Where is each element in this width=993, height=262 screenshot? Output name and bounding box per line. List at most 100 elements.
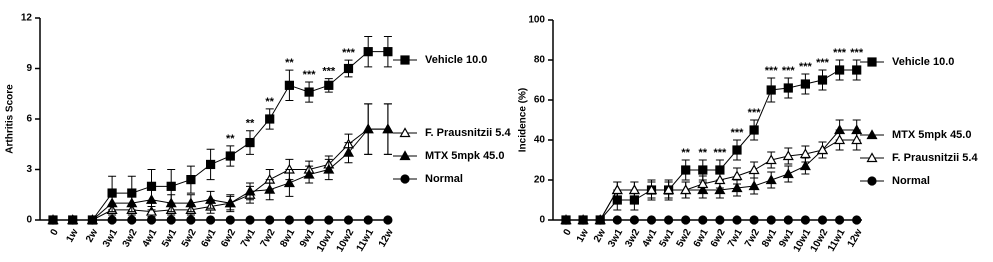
- marker-circle: [867, 176, 877, 186]
- x-tick-label: 10w1: [315, 227, 337, 254]
- marker-square: [383, 47, 393, 57]
- marker-circle: [383, 215, 393, 225]
- marker-circle: [343, 215, 354, 225]
- marker-circle: [146, 215, 157, 225]
- x-tick-label: 5w1: [160, 227, 179, 249]
- marker-triangle: [382, 123, 394, 134]
- marker-triangle: [765, 174, 777, 185]
- x-tick-label: 2w: [84, 227, 100, 244]
- significance-label: ***: [748, 107, 762, 119]
- marker-open-triangle: [765, 154, 777, 165]
- legend-label: MTX 5mpk 45.0: [425, 150, 504, 162]
- x-tick-label: 3w1: [606, 227, 625, 249]
- x-tick-label: 6w2: [709, 227, 728, 249]
- marker-square: [186, 175, 196, 185]
- marker-square: [343, 63, 354, 74]
- marker-square: [732, 145, 742, 155]
- marker-circle: [595, 215, 605, 225]
- marker-circle: [186, 215, 196, 225]
- y-axis-label: Incidence (%): [518, 88, 529, 152]
- marker-triangle: [185, 197, 197, 208]
- marker-circle: [127, 215, 137, 225]
- marker-square: [834, 65, 845, 75]
- marker-circle: [304, 215, 314, 225]
- marker-circle: [766, 215, 776, 225]
- x-tick-label: 6w2: [219, 227, 238, 249]
- marker-open-triangle: [782, 150, 794, 161]
- significance-label: ***: [731, 127, 745, 139]
- significance-label: ***: [833, 47, 847, 59]
- marker-square: [766, 85, 776, 95]
- marker-open-triangle: [628, 184, 640, 195]
- marker-square: [166, 181, 176, 191]
- marker-triangle: [283, 177, 295, 188]
- y-tick-label: 12: [21, 13, 33, 24]
- x-tick-label: 10w2: [809, 227, 831, 254]
- x-tick-label: 12w: [377, 227, 396, 249]
- marker-circle: [629, 215, 640, 225]
- marker-open-triangle: [748, 164, 760, 175]
- marker-square: [206, 159, 216, 170]
- marker-circle: [68, 215, 78, 225]
- y-tick-label: 80: [534, 55, 546, 66]
- marker-circle: [561, 215, 571, 225]
- x-tick-label: 12w: [846, 227, 865, 249]
- significance-label: ***: [342, 47, 356, 59]
- marker-square: [852, 65, 862, 75]
- marker-triangle: [264, 183, 276, 194]
- x-tick-label: 11w1: [355, 227, 377, 254]
- marker-circle: [732, 215, 742, 225]
- marker-open-triangle: [851, 134, 863, 145]
- y-tick-label: 100: [528, 15, 545, 26]
- significance-label: ***: [816, 57, 830, 69]
- x-tick-label: 5w2: [675, 227, 694, 249]
- y-axis-label: Arthritis Score: [5, 84, 16, 154]
- x-tick-label: 3w2: [623, 227, 642, 249]
- marker-circle: [48, 215, 58, 225]
- marker-square: [749, 125, 759, 135]
- significance-label: **: [681, 147, 690, 159]
- marker-circle: [715, 215, 725, 225]
- x-tick-label: 10w2: [335, 227, 357, 254]
- significance-label: ***: [765, 65, 779, 77]
- x-tick-label: 5w2: [180, 227, 199, 249]
- significance-label: ***: [850, 47, 864, 59]
- marker-open-triangle: [866, 152, 878, 163]
- significance-label: **: [246, 118, 255, 130]
- series-line: [53, 128, 388, 221]
- marker-triangle: [731, 182, 743, 193]
- series-line: [53, 128, 388, 221]
- marker-square: [867, 57, 877, 67]
- x-tick-label: 4w1: [140, 227, 159, 249]
- marker-triangle: [165, 197, 177, 208]
- marker-circle: [800, 215, 811, 225]
- x-tick-label: 6w1: [692, 227, 711, 249]
- marker-circle: [245, 215, 255, 225]
- marker-open-triangle: [834, 134, 846, 145]
- x-tick-label: 0: [49, 227, 62, 238]
- marker-triangle: [362, 123, 374, 134]
- marker-circle: [225, 215, 235, 225]
- marker-triangle: [399, 150, 411, 161]
- x-tick-label: 7w2: [743, 227, 762, 249]
- x-tick-label: 1w: [64, 227, 80, 244]
- marker-circle: [363, 215, 373, 225]
- marker-triangle: [106, 197, 118, 208]
- marker-circle: [265, 215, 275, 225]
- marker-triangle: [205, 194, 217, 204]
- marker-circle: [817, 215, 828, 225]
- x-tick-label: 8w1: [278, 227, 297, 249]
- marker-square: [681, 165, 691, 175]
- marker-circle: [663, 215, 674, 225]
- marker-triangle: [342, 146, 355, 157]
- significance-label: ***: [782, 65, 796, 77]
- marker-circle: [206, 215, 216, 225]
- significance-label: ***: [713, 147, 727, 159]
- marker-circle: [166, 215, 176, 225]
- legend-label: Vehicle 10.0: [425, 54, 487, 66]
- significance-label: **: [285, 57, 294, 69]
- y-tick-label: 60: [534, 95, 546, 106]
- marker-open-triangle: [714, 174, 726, 185]
- legend-label: MTX 5mpk 45.0: [892, 129, 971, 141]
